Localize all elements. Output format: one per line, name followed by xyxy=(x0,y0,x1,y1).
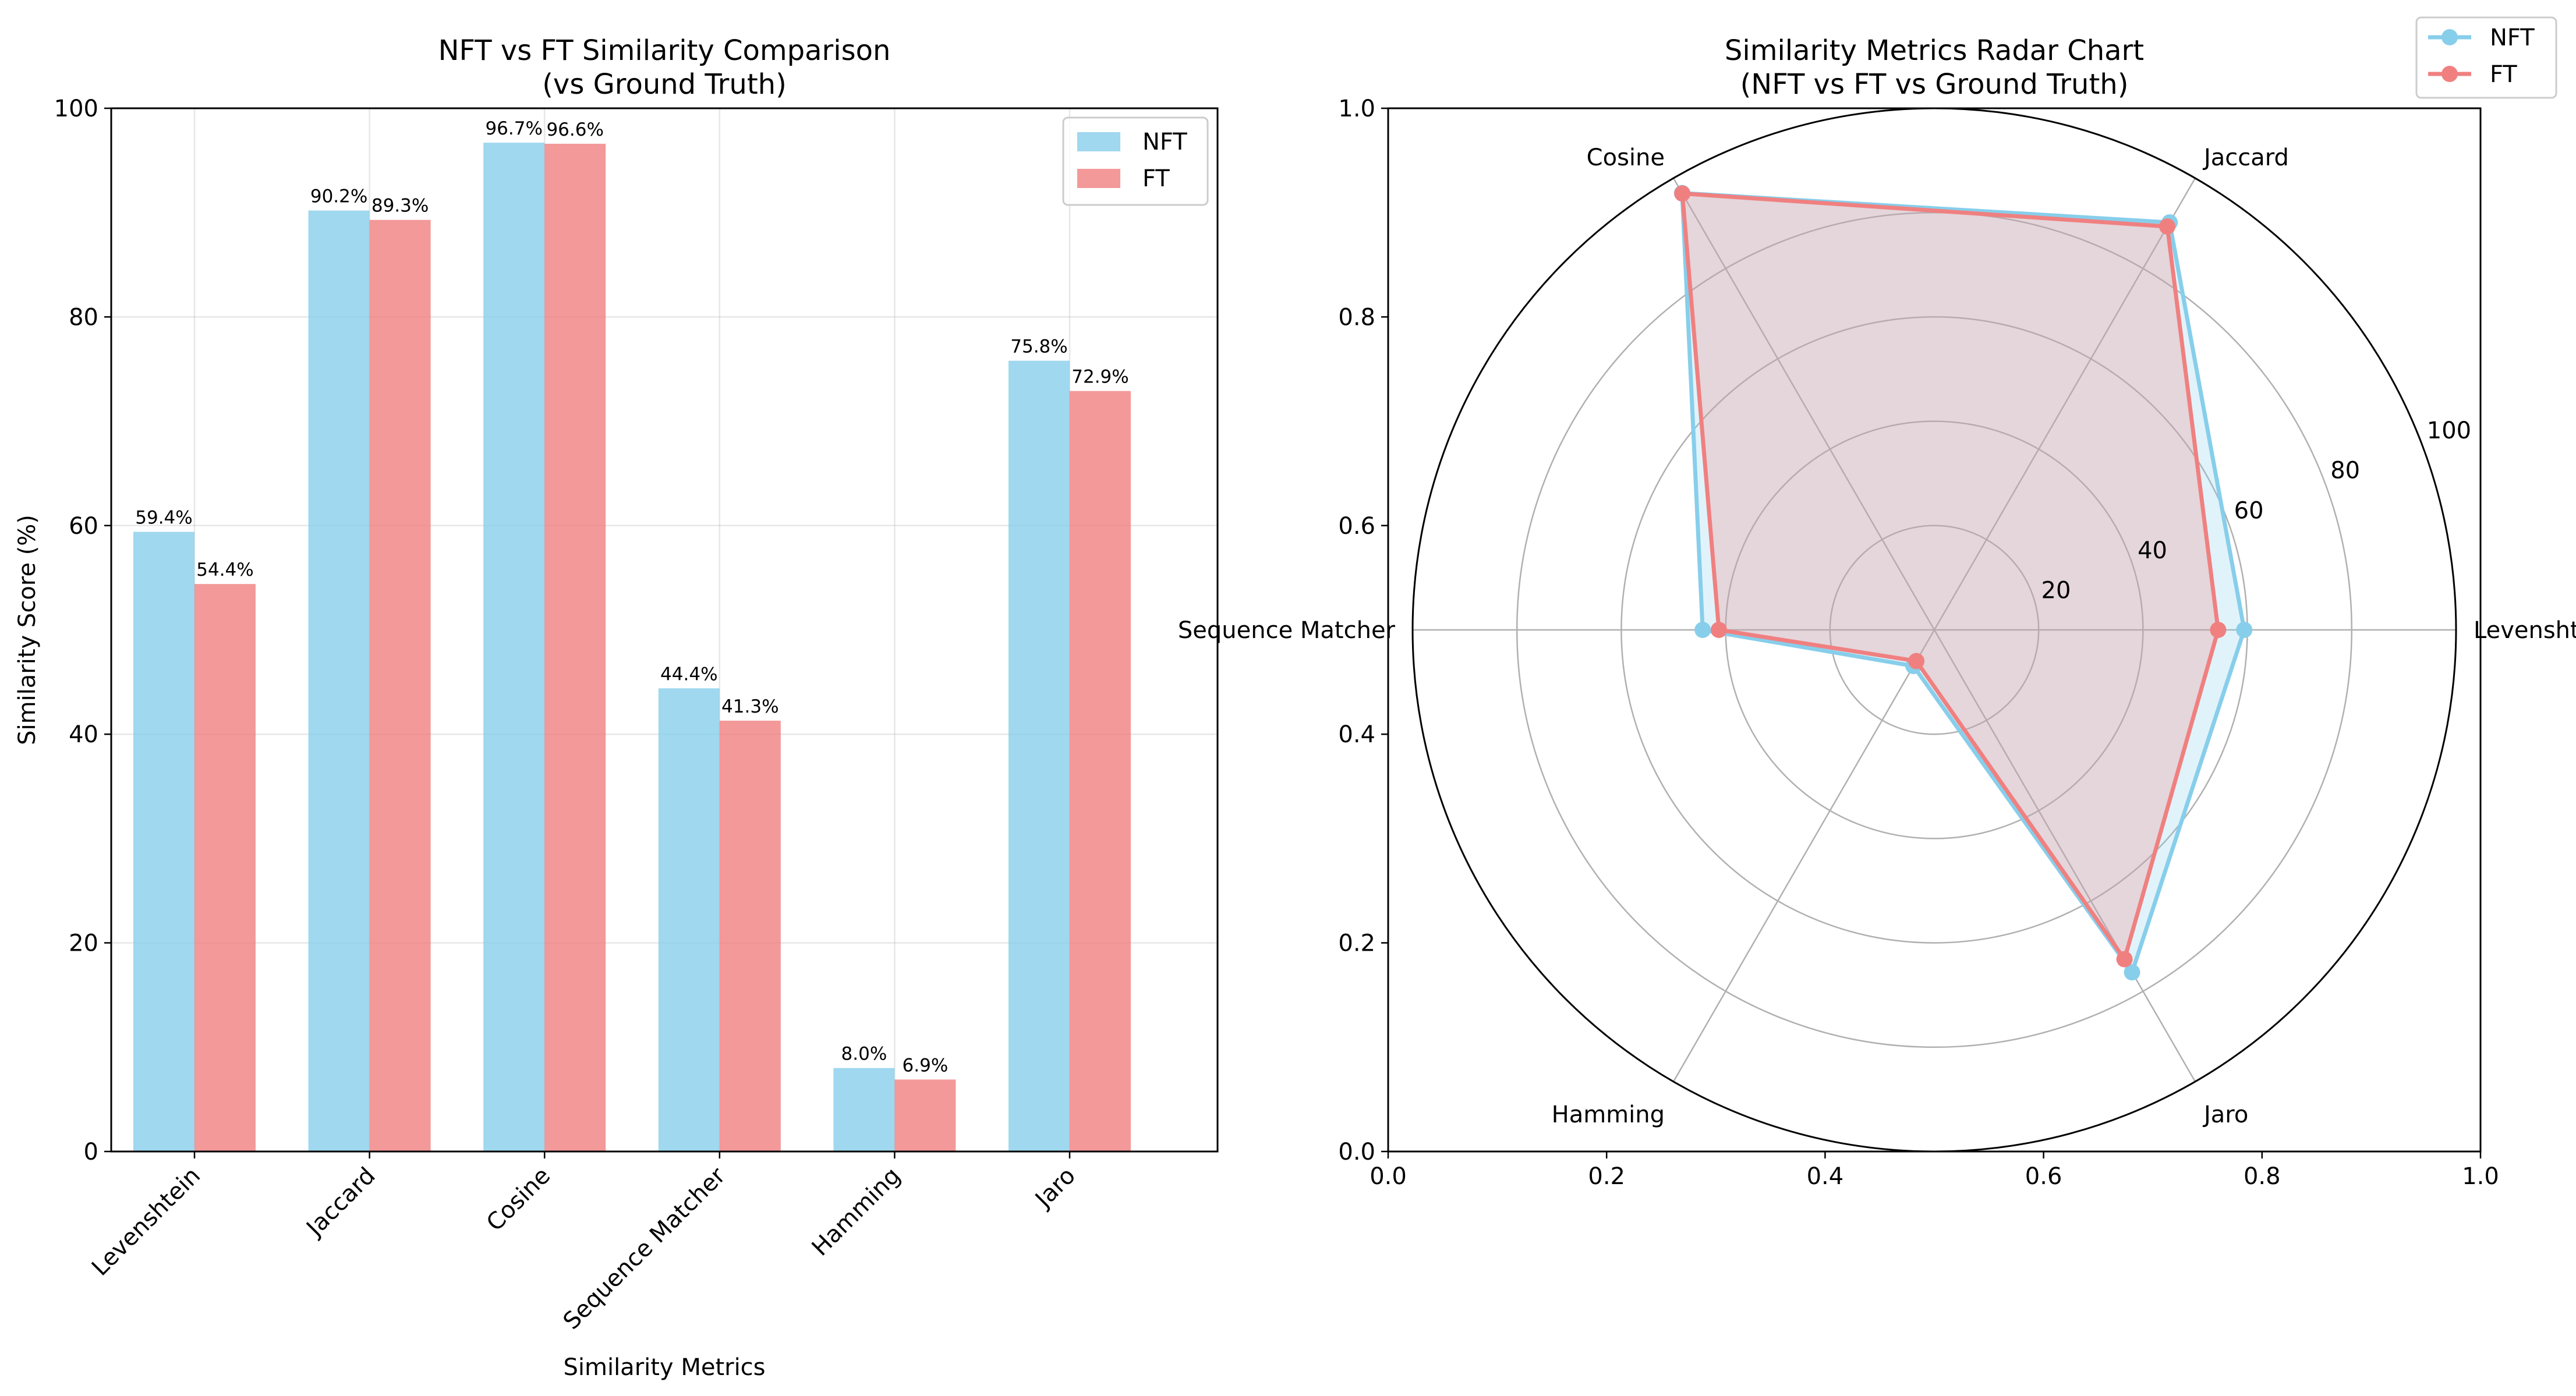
radar-frame-y-tick-label: 0.0 xyxy=(1338,1139,1375,1165)
radar-spoke xyxy=(1933,629,2196,1082)
bar-ft-3 xyxy=(719,720,781,1151)
radar-point-nft-3 xyxy=(1694,622,1711,638)
bar-nft-2 xyxy=(483,143,545,1152)
bar-value-label-ft-3: 41.3% xyxy=(721,696,779,717)
radar-spoke xyxy=(1933,178,2196,630)
radar-legend: NFT FT xyxy=(2415,16,2557,99)
bar-marks xyxy=(133,143,1131,1152)
radar-frame-ticks: 0.00.0 0.2 0.2 0.4 0.4 0.6 0.6 0.8 0.8 1.0 1.0 xyxy=(1338,95,2499,1190)
radar-chart-subtitle: (NFT vs FT vs Ground Truth) xyxy=(1740,68,2129,101)
bar-value-label-nft-1: 90.2% xyxy=(310,186,367,207)
radar-frame-x-tick-label: 0.6 xyxy=(2025,1163,2062,1190)
radar-series xyxy=(1673,185,2253,981)
radar-point-ft-5 xyxy=(2116,951,2133,968)
radar-radial-ticks: 20 40 60 80 100 xyxy=(2041,417,2472,604)
bar-plot-frame xyxy=(110,107,1219,1153)
radar-point-ft-3 xyxy=(1710,622,1727,638)
bar-nft-5 xyxy=(1009,360,1070,1151)
bar-legend: NFT FT xyxy=(1062,116,1209,206)
bar-legend-swatch-ft xyxy=(1077,169,1120,188)
bar-y-tick-label: 20 xyxy=(69,930,98,957)
radar-legend-label-ft: FT xyxy=(2490,61,2517,88)
bar-value-label-nft-2: 96.7% xyxy=(485,118,542,139)
bar-chart-title: NFT vs FT Similarity Comparison xyxy=(438,34,891,67)
bar-value-label-nft-3: 44.4% xyxy=(660,664,717,685)
radar-point-ft-4 xyxy=(1908,653,1925,669)
bar-value-labels: 59.4% 54.4% 90.2% 89.3% 96.7% 96.6% 44.4%41.3%… xyxy=(135,118,1128,1076)
radar-frame-y-tick-label: 0.8 xyxy=(1338,304,1375,331)
radar-spoke xyxy=(1672,629,1935,1082)
bar-y-ticks: 0 20 40 60 80 100 xyxy=(54,95,111,1165)
bar-ft-2 xyxy=(544,143,606,1152)
radar-category-label: Hamming xyxy=(1552,1101,1665,1128)
bar-y-axis-label: Similarity Score (%) xyxy=(14,515,41,745)
bar-ft-4 xyxy=(894,1079,956,1151)
bar-y-tick-label: 40 xyxy=(69,721,98,748)
radar-category-label: Levenshtein xyxy=(2474,617,2576,644)
radar-category-label: Cosine xyxy=(1587,144,1665,171)
bar-nft-1 xyxy=(308,210,370,1152)
radar-frame-x-tick-label: 0.2 xyxy=(1588,1163,1625,1190)
radar-area-ft xyxy=(1682,193,2218,959)
radar-frame-x-tick-label: 0.0 xyxy=(1370,1163,1407,1190)
bar-nft-3 xyxy=(658,688,720,1151)
radar-legend-label-nft: NFT xyxy=(2490,24,2535,51)
bar-nft-0 xyxy=(133,532,194,1151)
radar-radial-tick-label: 40 xyxy=(2138,537,2167,564)
radar-category-label: Sequence Matcher xyxy=(1178,617,1396,644)
radar-point-ft-0 xyxy=(2210,622,2227,638)
bar-y-tick-label: 100 xyxy=(54,95,98,122)
bar-ft-0 xyxy=(194,584,256,1151)
bar-y-tick-label: 0 xyxy=(84,1139,98,1165)
bar-value-label-nft-4: 8.0% xyxy=(841,1044,887,1065)
radar-frame-x-tick-label: 0.4 xyxy=(1807,1163,1844,1190)
bar-x-axis-label: Similarity Metrics xyxy=(563,1354,765,1381)
radar-radial-tick-label: 100 xyxy=(2427,417,2471,444)
radar-spoke xyxy=(1672,178,1935,630)
radar-category-labels: Levenshtein Jaccard Cosine Sequence Matcher… xyxy=(1178,144,2576,1128)
radar-frame-y-tick-label: 0.4 xyxy=(1338,721,1375,748)
radar-chart: Similarity Metrics Radar Chart (NFT vs F… xyxy=(1178,16,2576,1190)
radar-legend-marker-ft xyxy=(2441,66,2458,82)
radar-frame-y-tick-label: 1.0 xyxy=(1338,95,1375,122)
bar-legend-swatch-nft xyxy=(1077,132,1120,151)
bar-legend-label-nft: NFT xyxy=(1142,129,1187,155)
bar-chart-subtitle: (vs Ground Truth) xyxy=(542,68,787,101)
radar-frame-y-tick-label: 0.6 xyxy=(1338,513,1375,540)
bar-y-tick-label: 60 xyxy=(69,513,98,540)
radar-legend-marker-nft xyxy=(2441,29,2458,45)
radar-outer-circle xyxy=(1411,107,2457,1153)
bar-value-label-ft-2: 96.6% xyxy=(546,119,603,140)
bar-value-label-ft-4: 6.9% xyxy=(903,1055,949,1076)
radar-chart-title: Similarity Metrics Radar Chart xyxy=(1725,34,2144,67)
radar-point-ft-1 xyxy=(2159,218,2176,235)
bar-value-label-ft-1: 89.3% xyxy=(371,196,429,217)
bar-legend-label-ft: FT xyxy=(1142,165,1170,192)
bar-value-label-ft-0: 54.4% xyxy=(196,559,253,580)
bar-ft-1 xyxy=(369,219,431,1151)
radar-frame-y-tick-label: 0.2 xyxy=(1338,930,1375,957)
bar-y-tick-label: 80 xyxy=(69,304,98,331)
radar-radial-tick-label: 80 xyxy=(2330,458,2360,484)
bar-ft-5 xyxy=(1070,391,1131,1151)
radar-point-ft-2 xyxy=(1674,185,1691,202)
radar-radial-tick-label: 60 xyxy=(2234,497,2264,524)
radar-category-label: Jaro xyxy=(2202,1101,2248,1128)
radar-radial-tick-label: 20 xyxy=(2041,577,2071,604)
bar-value-label-nft-5: 75.8% xyxy=(1010,336,1067,357)
bar-value-label-nft-0: 59.4% xyxy=(135,508,192,529)
radar-frame-x-tick-label: 0.8 xyxy=(2244,1163,2281,1190)
radar-area-nft xyxy=(1682,193,2245,973)
radar-point-nft-5 xyxy=(2124,964,2140,981)
radar-point-nft-0 xyxy=(2236,622,2253,638)
radar-legend-box xyxy=(2415,16,2557,99)
bar-value-label-ft-5: 72.9% xyxy=(1071,367,1128,388)
bar-nft-4 xyxy=(833,1068,895,1151)
radar-category-label: Jaccard xyxy=(2202,144,2289,171)
radar-frame-x-tick-label: 1.0 xyxy=(2462,1163,2499,1190)
